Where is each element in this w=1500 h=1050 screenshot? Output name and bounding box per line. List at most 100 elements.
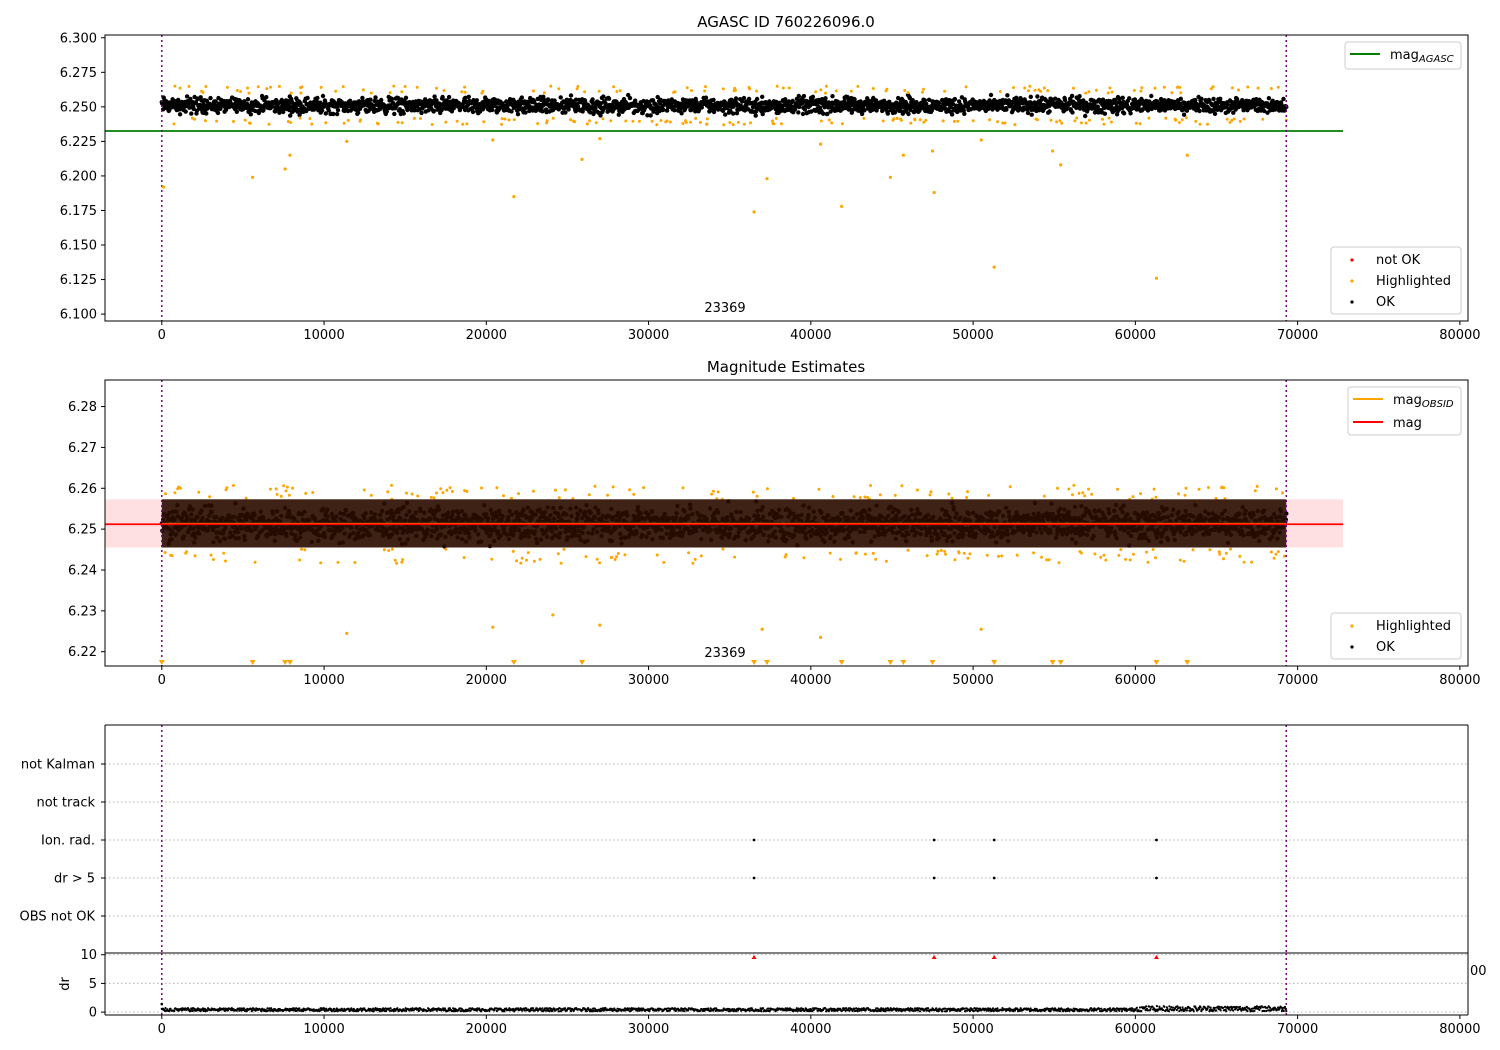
ok-point [947,109,952,114]
ok-point [801,93,807,99]
ok-point [198,95,203,100]
highlighted-point [1047,558,1051,562]
ok-point [1199,96,1204,102]
ok-point [538,97,544,103]
ok-point [1029,112,1034,117]
highlighted-point [178,86,182,90]
ok-point [474,98,479,103]
ok-point [189,111,194,116]
highlighted-point [532,89,535,93]
highlighted-point [1039,89,1043,93]
highlighted-point [190,116,194,120]
highlighted-point [211,558,215,561]
highlighted-point [943,89,947,93]
ok-point [208,95,213,101]
highlighted-point [694,116,698,120]
ok-point [281,109,286,115]
highlighted-point [913,118,917,122]
highlighted-point [465,489,469,493]
ok-point [962,111,967,117]
ok-point [1121,111,1127,116]
highlighted-point [248,121,252,125]
ok-point [926,97,932,103]
ok-point [1127,96,1132,101]
highlighted-point [267,122,271,126]
highlighted-point [662,560,666,564]
ok-point [825,111,830,117]
highlighted-point [1107,116,1111,120]
highlighted-point [611,485,615,489]
highlighted-point [685,86,689,90]
highlighted-point [1090,492,1094,496]
highlighted-point [1106,91,1110,95]
highlighted-point [336,560,340,564]
legend-highlighted-label: Highlighted [1376,274,1451,289]
ok-point [739,99,745,104]
highlighted-point [1087,118,1091,122]
highlighted-point [286,120,290,123]
highlighted-point [405,491,408,495]
highlighted-point [862,116,866,120]
highlighted-point [542,91,546,95]
highlighted-point [461,122,465,126]
highlighted-point [765,487,769,491]
highlighted-point [915,488,919,492]
ok-point [746,96,752,102]
highlighted-point [631,119,635,123]
ok-point [378,106,383,111]
highlighted-point [956,119,960,123]
ok-point [390,100,396,106]
highlighted-point [595,557,599,561]
y-tick-label: 6.175 [60,204,97,219]
highlighted-point [1179,91,1183,95]
highlighted-point [251,175,255,179]
highlighted-point [1110,90,1114,94]
ok-point [606,96,612,101]
highlighted-point [392,84,396,88]
highlighted-point [705,117,709,121]
highlighted-point [435,491,438,495]
ok-point [568,93,574,98]
highlighted-point [201,90,205,94]
highlighted-point [918,118,922,122]
highlighted-point [369,493,373,497]
highlighted-point [208,495,212,499]
highlighted-point [705,122,709,126]
highlighted-point [751,490,755,494]
highlighted-point [164,492,167,496]
highlighted-point [721,547,725,551]
ok-point [392,111,397,117]
ok-point [760,94,765,100]
highlighted-point [1058,119,1062,123]
ok-point [929,108,935,113]
highlighted-point [289,91,293,95]
highlighted-point [386,490,390,494]
highlighted-point [376,122,380,126]
highlighted-point [1072,483,1076,487]
highlighted-point [1035,118,1039,122]
highlighted-point [609,119,613,123]
highlighted-point [612,85,616,89]
highlighted-point [243,118,247,122]
highlighted-point [936,549,940,553]
ok-point [1212,111,1218,117]
y-tick-label: 6.125 [60,273,97,288]
highlighted-point [575,87,579,91]
highlighted-point [563,488,567,492]
x-tick-label: 70000 [1277,328,1318,343]
highlighted-point [232,484,235,487]
highlighted-point [253,560,257,564]
ok-point [305,95,310,101]
panel-magnitude-title: Magnitude Estimates [707,358,865,376]
highlighted-point [1138,122,1142,126]
ok-point [331,111,336,117]
ok-point [1120,95,1125,101]
highlighted-point [903,89,907,92]
highlighted-point [303,548,307,552]
highlighted-point [615,90,619,93]
highlighted-point [1139,89,1143,93]
highlighted-point [1164,116,1168,120]
ok-point [699,105,704,110]
highlighted-point [1087,90,1091,94]
legend-ok-marker [1350,300,1354,304]
